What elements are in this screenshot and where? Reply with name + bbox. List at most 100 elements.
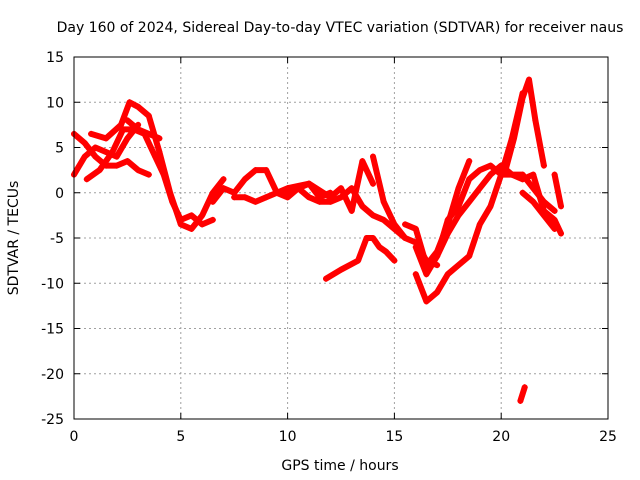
data-point-plus [412,225,419,232]
data-point-plus [498,162,505,169]
data-point-plus [83,176,90,183]
data-point-plus [124,158,131,165]
data-point-plus [455,262,462,269]
data-point-plus [252,167,259,174]
data-point-plus [391,221,398,228]
data-point-plus [526,76,532,83]
data-point-plus [145,171,152,178]
data-point-plus [412,271,419,278]
data-point-plus [376,244,383,251]
y-tick-label: 15 [46,50,64,66]
data-point-plus [532,117,539,124]
data-point-plus [145,112,152,119]
data-point-plus [348,185,355,192]
data-point-plus [118,121,124,128]
series-trace [124,117,163,142]
data-point-plus [380,198,387,205]
data-point-plus [135,126,142,133]
data-point-plus [231,194,238,201]
data-point-plus [252,198,259,205]
data-point-plus [466,158,473,165]
series-trace [71,130,152,178]
data-point-plus [306,194,312,201]
data-point-plus [103,135,109,142]
data-point-plus [167,189,174,196]
data-point-plus [540,162,547,169]
data-point-plus [519,94,526,101]
data-point-plus [466,253,473,260]
y-tick-label: -10 [41,276,64,292]
data-point-plus [558,230,564,237]
series-track-17 [517,384,528,404]
data-point-plus [359,203,366,210]
data-point-plus [92,144,99,151]
data-point-plus [466,176,473,183]
data-point-plus [220,176,227,183]
data-point-plus [241,194,248,201]
data-point-plus [103,149,109,155]
x-tick-label: 25 [599,429,617,445]
data-point-plus [113,153,120,160]
series-track-9 [323,235,398,282]
data-point-plus [338,194,344,201]
data-point-plus [551,171,558,178]
data-point-plus [199,212,206,219]
data-point-plus [135,167,142,174]
data-point-plus [284,189,291,196]
data-point-plus [152,153,159,160]
data-point-plus [124,135,131,142]
data-point-plus [402,221,409,228]
data-point-plus [124,117,131,124]
series-track-16 [519,189,558,232]
data-point-plus [338,185,344,192]
data-point-plus [81,153,88,160]
data-point-plus [517,397,524,404]
series-track-15 [502,76,547,174]
data-point-plus [145,130,152,137]
y-axis-label: SDTVAR / TECUs [6,181,22,296]
series-trace [323,235,398,282]
data-point-plus [502,167,509,174]
data-point-plus [120,126,127,133]
data-point-plus [327,198,334,205]
data-point-plus [455,203,462,210]
data-point-plus [370,180,376,187]
data-point-plus [209,189,216,196]
data-point-plus [338,266,344,273]
data-point-plus [551,216,558,223]
data-point-plus [109,149,116,155]
x-tick-label: 20 [492,429,510,445]
data-point-plus [188,225,195,232]
data-point-plus [220,185,227,192]
series-track-18 [551,171,564,210]
series-trace [502,76,547,174]
data-point-plus [519,176,526,183]
data-point-plus [558,203,564,210]
series-trace [284,185,409,241]
data-point-plus [498,171,505,178]
data-point-plus [434,253,441,260]
x-axis-label: GPS time / hours [281,458,398,474]
y-tick-label: -15 [41,322,64,338]
data-point-plus [476,185,483,192]
series-trace [519,189,558,232]
data-point-plus [444,216,451,223]
data-point-plus [521,384,528,391]
data-point-plus [113,162,120,169]
x-tick-label: 15 [385,429,403,445]
data-point-plus [540,212,547,219]
data-point-plus [551,225,558,232]
data-point-plus [316,198,323,205]
data-point-plus [295,185,302,192]
axis-ticks: 0 5 10 15 20 25 -25 -20 -15 -10 -5 0 5 10 15 [41,50,617,445]
data-point-plus [466,198,473,205]
data-point-plus [88,130,95,137]
data-point-plus [355,257,362,264]
data-point-plus [423,298,430,305]
data-point-plus [412,244,419,251]
data-point-plus [402,235,409,241]
data-point-plus [323,275,329,282]
x-tick-label: 10 [279,429,297,445]
